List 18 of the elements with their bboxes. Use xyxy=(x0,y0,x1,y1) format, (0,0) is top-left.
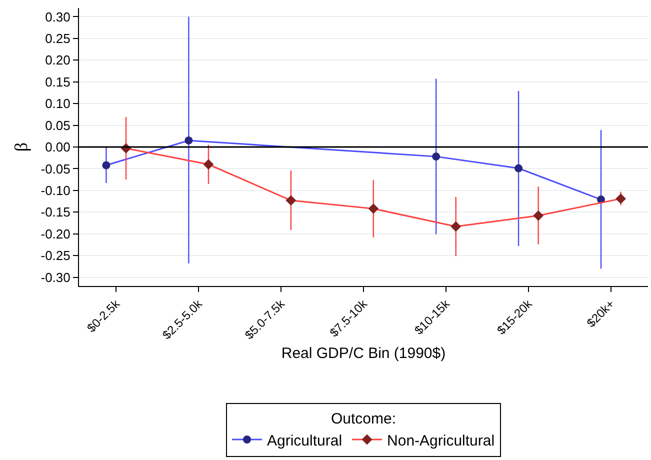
y-tick-label: 0.10 xyxy=(45,96,70,112)
y-tick-label: 0.15 xyxy=(45,74,70,90)
legend-label: Non-Agricultural xyxy=(387,432,495,450)
y-tick-label: -0.05 xyxy=(40,161,70,176)
y-tick-label: 0.00 xyxy=(45,140,70,155)
y-tick-label: 0.05 xyxy=(45,118,70,133)
y-axis-title: β xyxy=(10,142,31,152)
y-tick-label: -0.20 xyxy=(40,226,70,242)
legend-label: Agricultural xyxy=(267,432,342,450)
y-tick-label: -0.15 xyxy=(40,204,70,220)
y-tick-label: -0.25 xyxy=(40,248,70,264)
legend-title: Outcome: xyxy=(330,410,396,428)
y-tick-label: 0.25 xyxy=(45,30,70,46)
x-axis-title: Real GDP/C Bin (1990$) xyxy=(281,345,446,362)
y-tick-label: 0.20 xyxy=(45,52,70,68)
y-tick-label: -0.10 xyxy=(40,182,70,198)
y-tick-label: 0.30 xyxy=(45,9,70,24)
y-tick-label: -0.30 xyxy=(40,270,70,285)
